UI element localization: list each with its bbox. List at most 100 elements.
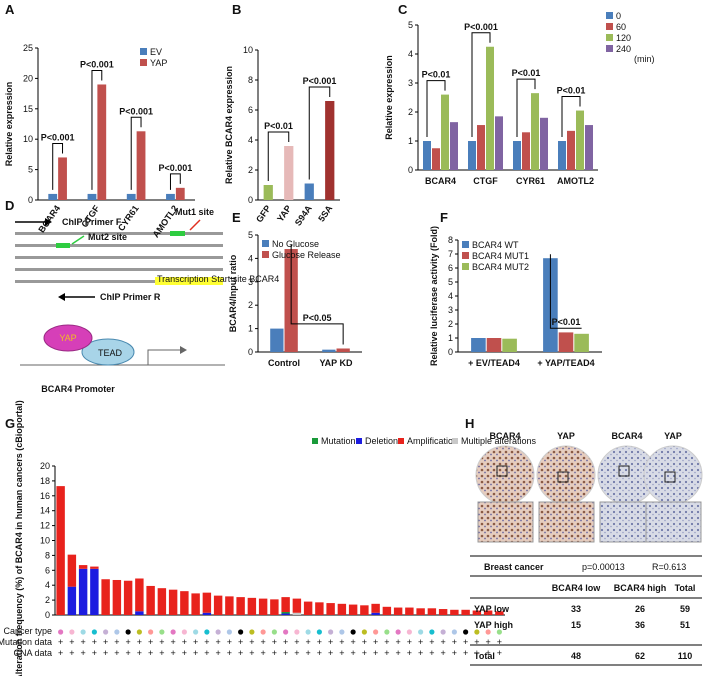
row-marker: + (440, 648, 445, 658)
y-tick-label: 0 (28, 195, 33, 205)
row-marker: + (283, 648, 288, 658)
bar-segment (67, 586, 77, 615)
x-tick-label: GFP (254, 203, 273, 224)
table-cell: 36 (635, 620, 645, 630)
table-cell: YAP low (474, 604, 510, 614)
row-marker: + (350, 637, 355, 647)
cancer-type-dot (463, 629, 469, 635)
panel-label: F (440, 210, 448, 225)
row-marker: + (249, 648, 254, 658)
table-cell: 62 (635, 651, 645, 661)
bar-segment (303, 601, 313, 615)
row-marker: + (58, 637, 63, 647)
y-tick-label: 5 (248, 230, 253, 240)
y-axis-label: Relative expression (4, 82, 14, 167)
panel-label: G (5, 416, 15, 431)
bar-segment (292, 612, 302, 615)
y-tick-label: 8 (448, 235, 453, 245)
annotation: P<0.001 (41, 132, 75, 142)
annotation: P<0.01 (552, 317, 581, 327)
y-tick-label: 18 (40, 476, 50, 486)
bar (471, 338, 486, 352)
legend-label: Deletion (365, 436, 398, 446)
row-marker: + (384, 648, 389, 658)
zoom-box (618, 465, 630, 477)
bar (175, 187, 185, 200)
table-cell: 110 (678, 651, 693, 661)
annotation: P<0.01 (557, 86, 586, 96)
row-marker: + (148, 648, 153, 658)
bar-segment (67, 554, 77, 587)
row-marker: + (485, 648, 490, 658)
zoom-box (496, 465, 508, 477)
y-axis-label: BCAR4/Input ratio (228, 254, 238, 332)
row-marker: + (339, 637, 344, 647)
legend-swatch (452, 438, 458, 444)
panel-label: B (232, 2, 241, 17)
y-tick-label: 2 (448, 319, 453, 329)
bar-segment (360, 605, 369, 615)
cancer-type-dot (373, 629, 379, 635)
row-marker: + (159, 637, 164, 647)
row-marker: + (474, 637, 479, 647)
row-marker: + (474, 648, 479, 658)
row-label: Cancer type (3, 626, 52, 636)
bar (336, 348, 350, 352)
row-marker: + (373, 637, 378, 647)
table-header: BCAR4 high (614, 583, 667, 593)
row-marker: + (497, 637, 502, 647)
legend-label: 0 (616, 11, 621, 21)
cancer-type-dot (271, 629, 277, 635)
bar-segment (495, 611, 504, 615)
bar (558, 332, 574, 352)
row-marker: + (182, 648, 187, 658)
y-tick-label: 10 (40, 536, 50, 546)
bar-segment (438, 609, 448, 615)
row-marker: + (92, 648, 97, 658)
annotation: P<0.01 (422, 70, 451, 80)
y-axis-label: Alteration frequency (%) of BCAR4 in hum… (14, 400, 24, 676)
bar-segment (281, 613, 290, 615)
significance-bracket (91, 69, 103, 190)
legend-label: EV (150, 47, 162, 57)
annotation: P<0.001 (464, 22, 498, 32)
arrow (189, 219, 201, 231)
y-tick-label: 5 (28, 165, 33, 175)
row-marker: + (114, 648, 119, 658)
bar (263, 185, 273, 200)
row-label: CNA data (13, 648, 52, 658)
row-marker: + (305, 637, 310, 647)
cancer-type-dot (69, 629, 75, 635)
bar-segment (315, 602, 324, 615)
table-cell: 26 (635, 604, 645, 614)
cancer-type-dot (159, 629, 165, 635)
bar (540, 117, 548, 170)
row-marker: + (80, 637, 85, 647)
x-tick-label: 5SA (316, 203, 335, 223)
chart: 0 1 2 3 4 5 Relative expression BCAR4 CTGF CYR61 A… (384, 11, 655, 186)
label: YAP (59, 333, 76, 343)
bar-segment (281, 612, 290, 614)
cancer-type-dot (204, 629, 210, 635)
row-marker: + (272, 637, 277, 647)
cancer-type-dot (283, 629, 289, 635)
y-tick-label: 6 (248, 105, 253, 115)
bar-segment (258, 598, 268, 615)
bar-segment (236, 597, 245, 615)
table-cell: YAP high (474, 620, 513, 630)
row-marker: + (362, 637, 367, 647)
bar-segment (112, 579, 122, 615)
legend-swatch (312, 438, 318, 444)
cancer-type-dot (294, 629, 300, 635)
bar-segment (472, 610, 482, 615)
row-marker: + (125, 648, 130, 658)
row-marker: + (407, 637, 412, 647)
row-marker: + (170, 637, 175, 647)
y-tick-label: 0 (448, 347, 453, 357)
bar-segment (135, 578, 144, 612)
y-tick-label: 20 (23, 73, 33, 83)
cancer-type-dot (474, 629, 480, 635)
x-tick-label: YAP KD (319, 358, 353, 368)
bar (325, 101, 335, 200)
legend-label: YAP (150, 58, 167, 68)
